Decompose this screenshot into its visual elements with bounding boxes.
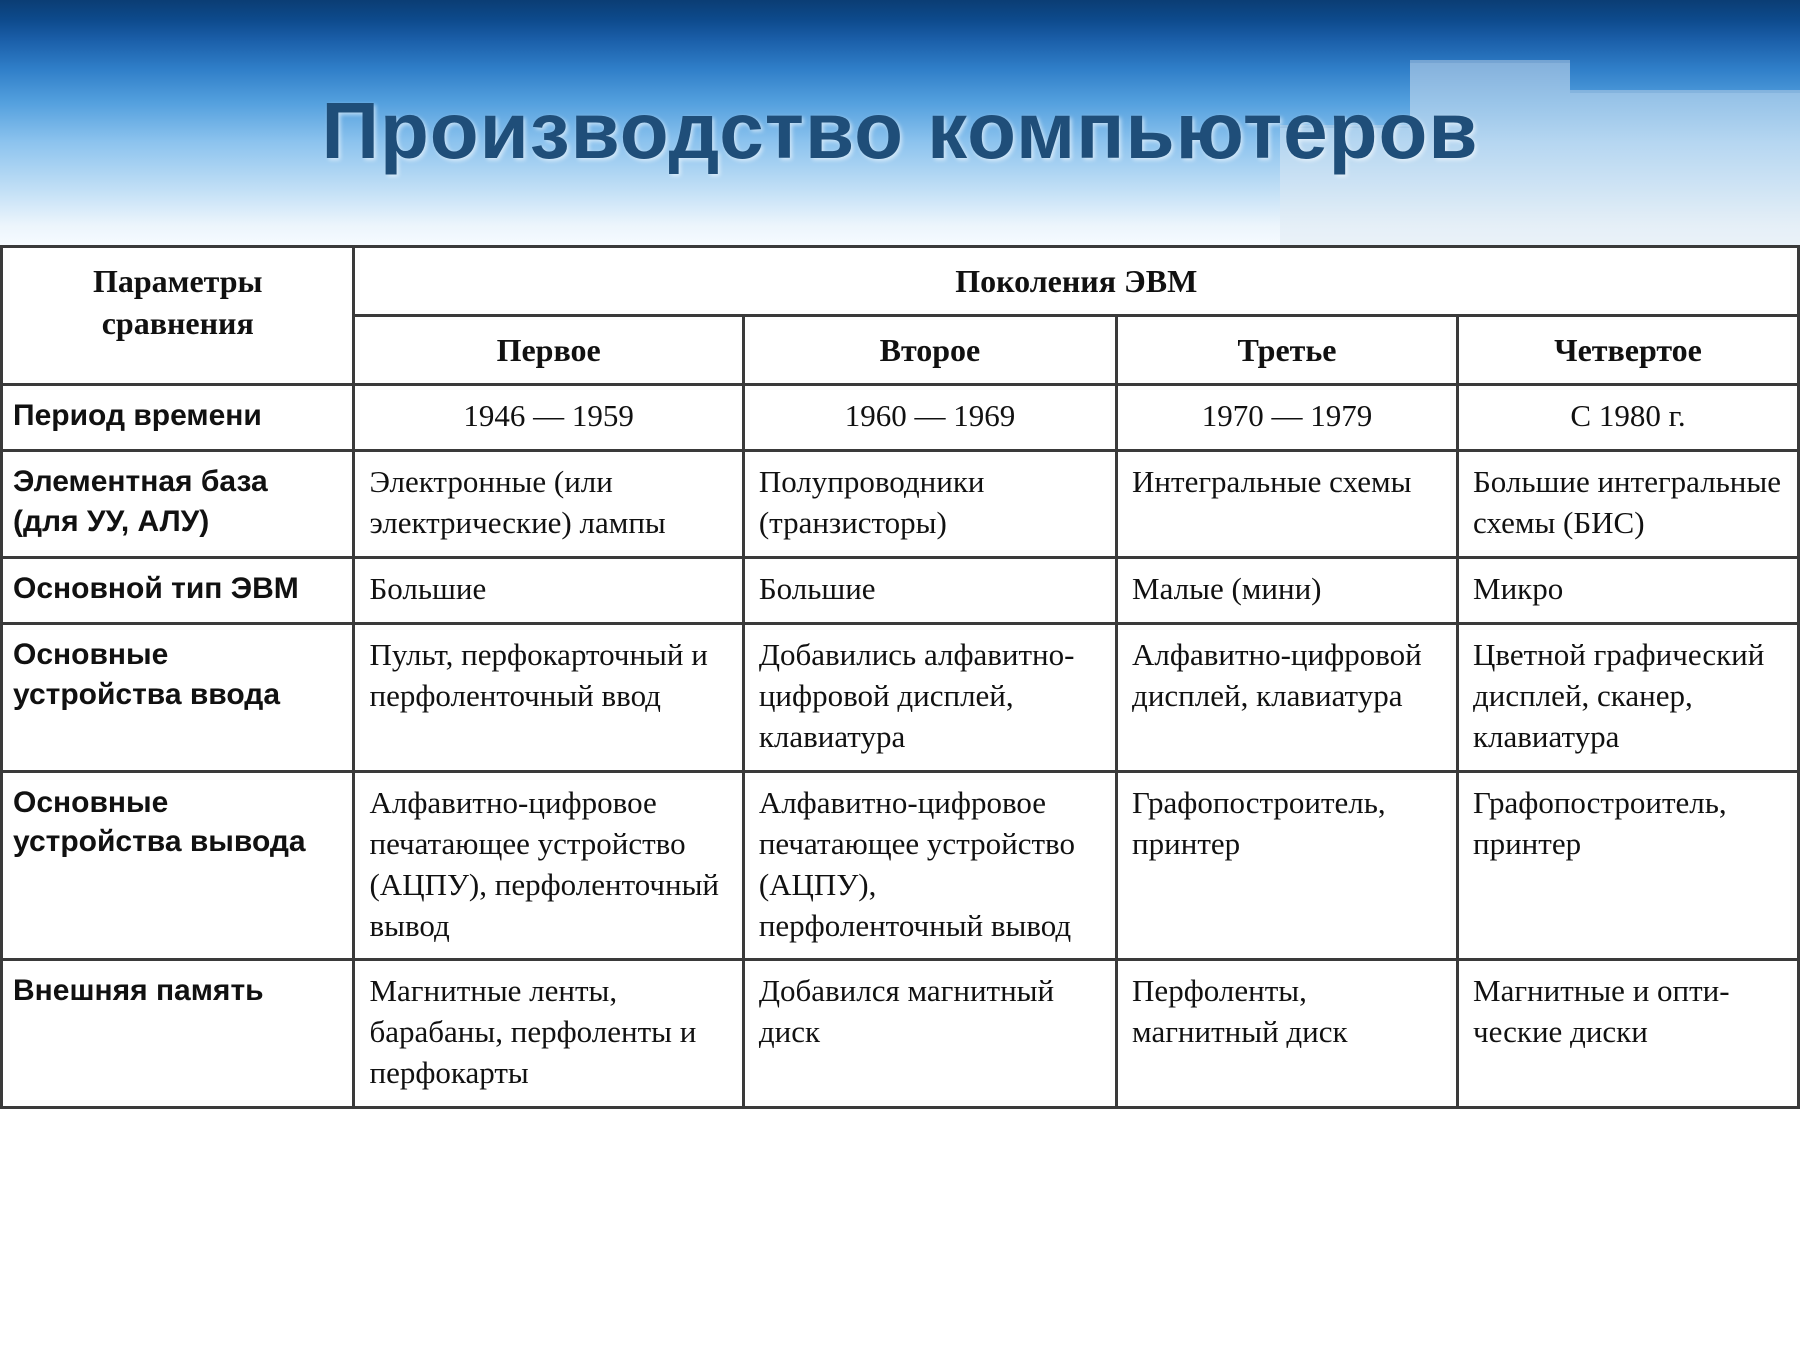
cell: Добавились алфа­витно-цифровой дис­плей,… <box>743 624 1116 772</box>
cell: Цветной графи­ческий дисплей, сканер, кл… <box>1458 624 1799 772</box>
row-label: Внешняя память <box>2 960 354 1108</box>
cell: Магнитные ленты, барабаны, перфоленты и … <box>354 960 743 1108</box>
cell: Микро <box>1458 558 1799 624</box>
cell: Интегральные схемы <box>1117 451 1458 558</box>
slide-title: Производство компьютеров <box>0 85 1800 177</box>
cell: 1970 — 1979 <box>1117 385 1458 451</box>
cell: Добавился магнит­ный диск <box>743 960 1116 1108</box>
cell: Алфавитно-циф­ровое печатающее устройств… <box>743 771 1116 960</box>
header-gen-2: Второе <box>743 316 1116 385</box>
row-label: Основные устройства вывода <box>2 771 354 960</box>
row-label: Период времени <box>2 385 354 451</box>
banner: Производство компьютеров <box>0 0 1800 245</box>
cell: Магнитные и опти­ческие диски <box>1458 960 1799 1108</box>
cell: 1960 — 1969 <box>743 385 1116 451</box>
row-label: Основной тип ЭВМ <box>2 558 354 624</box>
cell: Перфоленты, магнитный диск <box>1117 960 1458 1108</box>
header-group: Поколения ЭВМ <box>354 247 1799 316</box>
header-gen-3: Третье <box>1117 316 1458 385</box>
slide: Производство компьютеров Параметры сравн… <box>0 0 1800 1350</box>
header-gen-4: Четвертое <box>1458 316 1799 385</box>
header-param: Параметры сравнения <box>2 247 354 385</box>
cell: Электронные (или электрические) лампы <box>354 451 743 558</box>
cell: Алфавитно-циф­ровой дисплей, клавиатура <box>1117 624 1458 772</box>
row-label: Элементная база (для УУ, АЛУ) <box>2 451 354 558</box>
cell: С 1980 г. <box>1458 385 1799 451</box>
cell: Пульт, перфокарточ­ный и перфоленточ­ный… <box>354 624 743 772</box>
cell: Графопостроитель, принтер <box>1458 771 1799 960</box>
cell: Большие <box>743 558 1116 624</box>
cell: Алфавитно-цифровое печатающее устройс­тв… <box>354 771 743 960</box>
generations-table: Параметры сравнения Поколения ЭВМ Первое… <box>0 245 1800 1109</box>
header-gen-1: Первое <box>354 316 743 385</box>
row-label: Основные устройства ввода <box>2 624 354 772</box>
cell: Полупроводники (транзисторы) <box>743 451 1116 558</box>
table-container: Параметры сравнения Поколения ЭВМ Первое… <box>0 245 1800 1109</box>
cell: Большие <box>354 558 743 624</box>
cell: Графопострои­тель, принтер <box>1117 771 1458 960</box>
cell: 1946 — 1959 <box>354 385 743 451</box>
cell: Большие интег­ральные схемы (БИС) <box>1458 451 1799 558</box>
cell: Малые (мини) <box>1117 558 1458 624</box>
